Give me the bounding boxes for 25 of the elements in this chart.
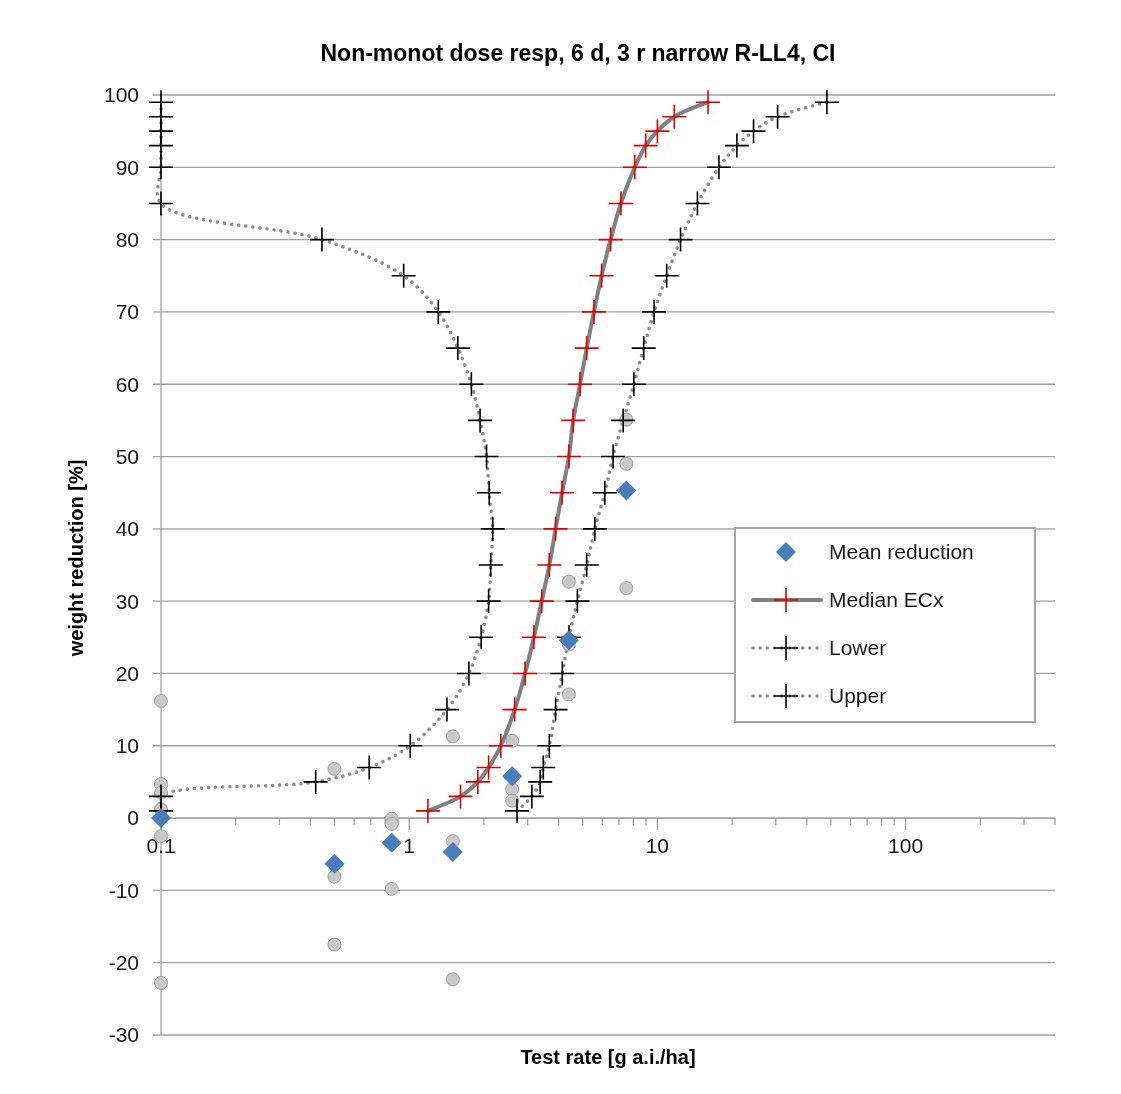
y-tick-label: 100 xyxy=(103,83,139,107)
legend-label: Mean reduction xyxy=(829,540,974,564)
legend-label: Upper xyxy=(829,684,887,708)
y-tick-label: 40 xyxy=(115,517,139,541)
x-tick-label: 10 xyxy=(645,834,670,858)
y-tick-label: -30 xyxy=(108,1023,139,1047)
legend-label: Median ECx xyxy=(829,588,944,612)
y-tick-label: 60 xyxy=(115,372,139,396)
y-tick-label: 30 xyxy=(115,589,139,613)
y-tick-label: 90 xyxy=(115,155,139,179)
legend-label: Lower xyxy=(829,636,887,660)
y-tick-label: 50 xyxy=(115,444,139,468)
y-tick-label: 80 xyxy=(115,227,139,251)
y-tick-label: 70 xyxy=(115,300,139,324)
y-tick-label: 10 xyxy=(115,734,139,758)
y-tick-label: -20 xyxy=(108,951,139,975)
y-tick-label: 0 xyxy=(127,806,139,830)
x-tick-label: 0.1 xyxy=(146,834,176,858)
x-tick-label: 100 xyxy=(888,834,924,858)
x-tick-label: 1 xyxy=(403,834,416,858)
y-tick-label: -10 xyxy=(108,878,139,902)
chart-title: Non-monot dose resp, 6 d, 3 r narrow R-LL4, CI xyxy=(320,40,836,67)
y-axis-title: weight reduction [%] xyxy=(65,459,87,658)
y-tick-label: 20 xyxy=(115,661,139,685)
x-axis-title: Test rate [g a.i./ha] xyxy=(520,1046,696,1068)
